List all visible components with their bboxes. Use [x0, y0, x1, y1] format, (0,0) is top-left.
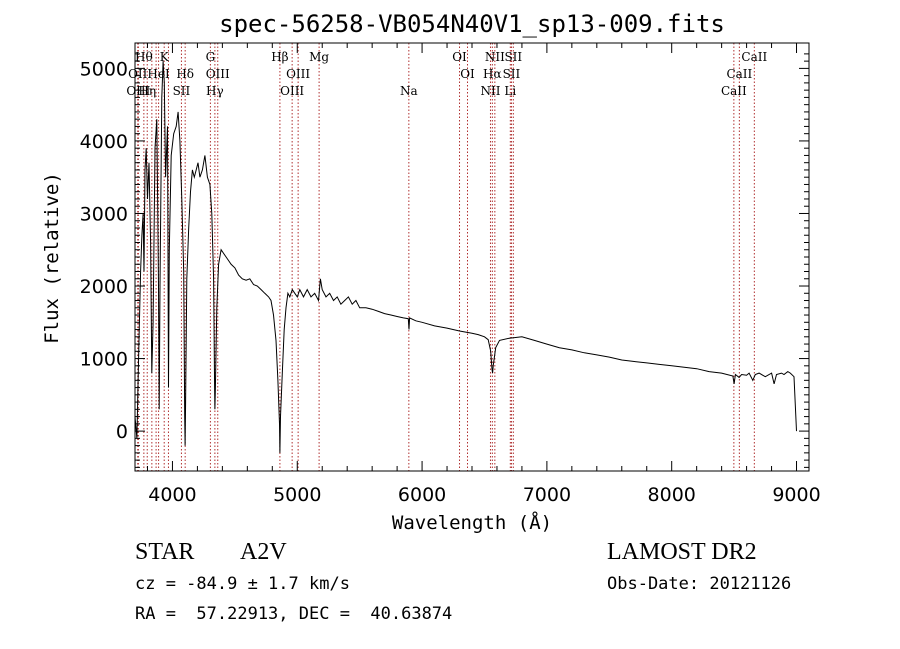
redshift-text: cz = -84.9 ± 1.7 km/s [135, 574, 350, 594]
line-label: OIII [206, 67, 230, 81]
line-label: NII [485, 50, 505, 64]
line-label: OII [128, 67, 148, 81]
y-tick-label: 3000 [80, 203, 128, 225]
x-tick-label: 4000 [148, 484, 196, 506]
y-tick-label: 4000 [80, 131, 128, 153]
line-markers [137, 43, 755, 471]
x-tick-label: 9000 [772, 484, 820, 506]
line-label: OIII [126, 84, 150, 98]
line-label: Hα [483, 67, 502, 81]
line-label: SII [503, 67, 521, 81]
line-label: Hθ [135, 50, 153, 64]
line-label: CaII [726, 67, 752, 81]
obs-date: Obs-Date: 20121126 [607, 574, 791, 594]
line-label: Hδ [176, 67, 194, 81]
line-label: G [206, 50, 216, 64]
y-tick-label: 1000 [80, 349, 128, 371]
line-labels: OII OIII Hθ Hη HeI K SII Hδ G Hγ OIII Hβ OIII OIII Mg N… [126, 50, 767, 98]
y-tick-label: 0 [116, 421, 128, 443]
x-tick-label: 6000 [398, 484, 446, 506]
coordinates: RA = 57.22913, DEC = 40.63874 [135, 604, 452, 624]
x-tick-label: 5000 [273, 484, 321, 506]
plot-frame [134, 42, 810, 472]
x-tick-label: 8000 [648, 484, 696, 506]
x-tick-label: 7000 [523, 484, 571, 506]
line-label: HeI [147, 67, 170, 81]
line-label: CaII [721, 84, 747, 98]
y-tick-label: 5000 [80, 58, 128, 80]
line-label: CaII [741, 50, 767, 64]
object-class: STAR [135, 539, 194, 565]
line-label: Na [400, 84, 418, 98]
y-tick-label: 2000 [80, 276, 128, 298]
line-label: SII [504, 50, 522, 64]
line-label: SII [173, 84, 191, 98]
line-label: Hγ [206, 84, 224, 98]
survey-name: LAMOST DR2 [607, 539, 757, 565]
line-label: Li [504, 84, 516, 98]
line-label: Mg [309, 50, 329, 64]
line-label: NII [480, 84, 500, 98]
series-line [134, 61, 797, 453]
line-label: Hβ [271, 50, 288, 64]
chart-title: spec-56258-VB054N40V1_sp13-009.fits [219, 10, 725, 38]
line-label: OI [460, 67, 475, 81]
line-label: OI [452, 50, 467, 64]
x-axis-ticks: 4000 5000 6000 7000 8000 9000 [146, 43, 821, 506]
subclass: A2V [240, 539, 287, 565]
line-label: Hη [138, 84, 156, 98]
y-axis-label: Flux (relative) [41, 172, 63, 344]
line-label: K [160, 50, 170, 64]
x-axis-label: Wavelength (Å) [392, 511, 552, 534]
y-axis-ticks: 0 1000 2000 3000 4000 5000 [80, 53, 809, 468]
line-label: OIII [280, 84, 304, 98]
line-label: OIII [286, 67, 310, 81]
